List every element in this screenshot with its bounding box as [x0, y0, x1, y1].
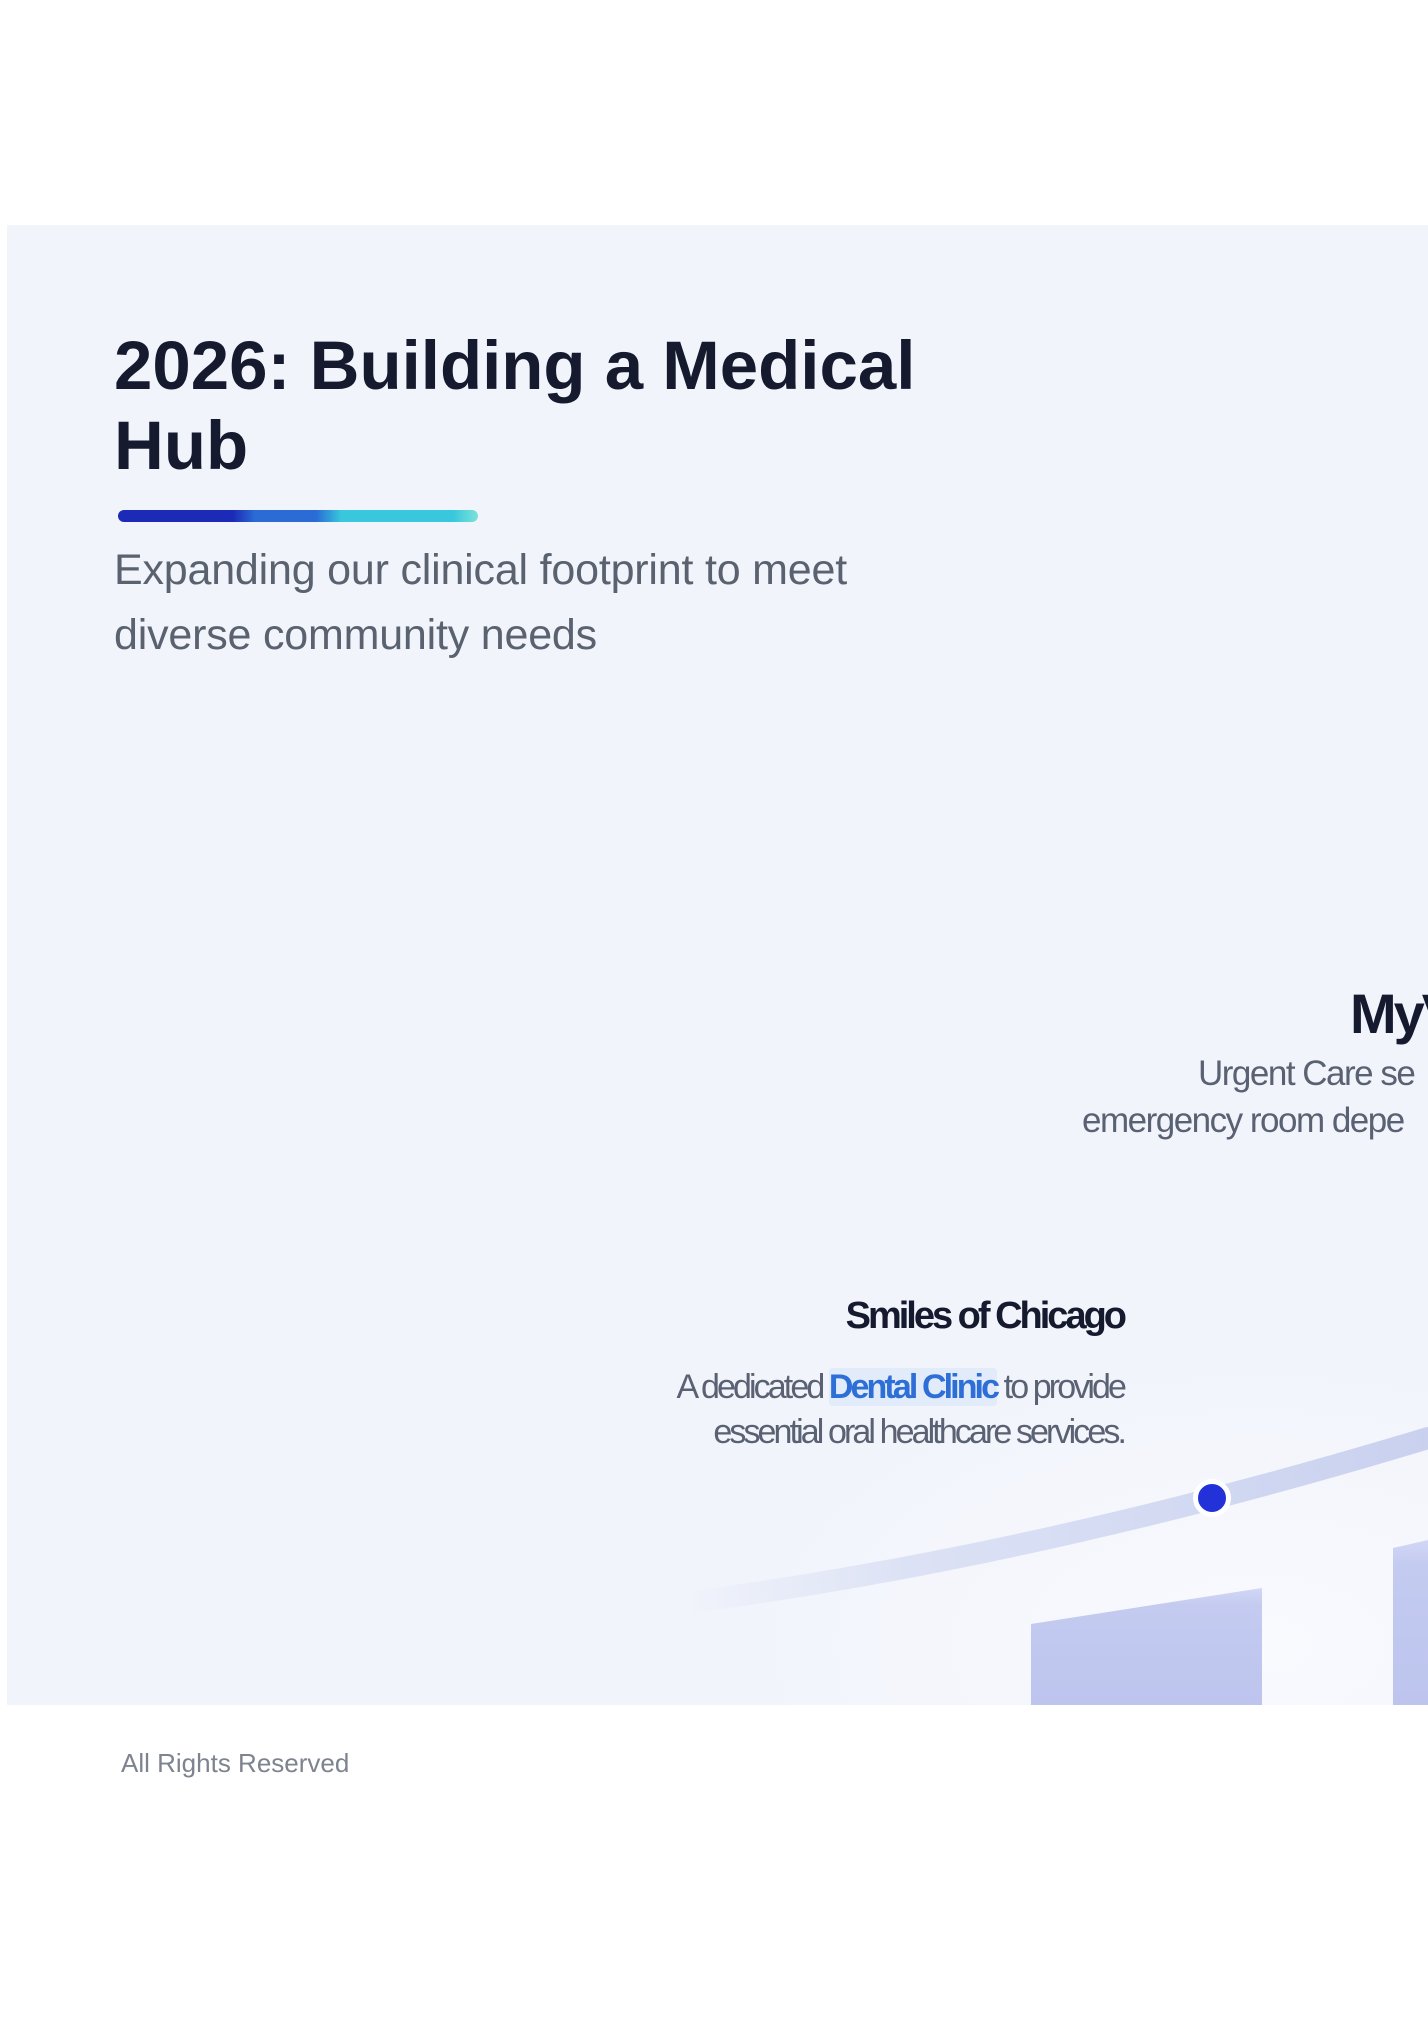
page-subtitle: Expanding our clinical footprint to meet…	[114, 538, 847, 668]
smiles-body: A dedicated Dental Clinic to provide ess…	[676, 1365, 1127, 1455]
gradient-divider	[118, 510, 478, 522]
milestone-heading-clipped: MyV	[1350, 982, 1428, 1045]
page-subtitle-line1: Expanding our clinical footprint to meet	[114, 546, 847, 594]
smiles-body-line2: essential oral healthcare services.	[713, 1413, 1127, 1451]
dental-clinic-highlight: Dental Clinic	[828, 1368, 1000, 1406]
smiles-heading: Smiles of Chicago	[845, 1295, 1127, 1337]
slide-panel	[7, 225, 1428, 1705]
smiles-milestone: Smiles of Chicago A dedicated Dental Cli…	[676, 1295, 1127, 1455]
milestone-text-line1-clipped: Urgent Care se	[1198, 1054, 1416, 1093]
smiles-body-prefix: A dedicated	[676, 1368, 829, 1406]
smiles-body-line1: A dedicated Dental Clinic to provide	[676, 1365, 1127, 1410]
smiles-body-suffix: to provide	[997, 1368, 1127, 1406]
footer-rights: All Rights Reserved	[121, 1748, 350, 1778]
page-title-line1: 2026: Building a Medical	[114, 327, 916, 404]
milestone-text-line2-clipped: emergency room depe	[1082, 1101, 1405, 1140]
page-title-line2: Hub	[114, 407, 249, 484]
page-subtitle-line2: diverse community needs	[114, 611, 597, 659]
page-title: 2026: Building a Medical Hub	[114, 326, 915, 486]
